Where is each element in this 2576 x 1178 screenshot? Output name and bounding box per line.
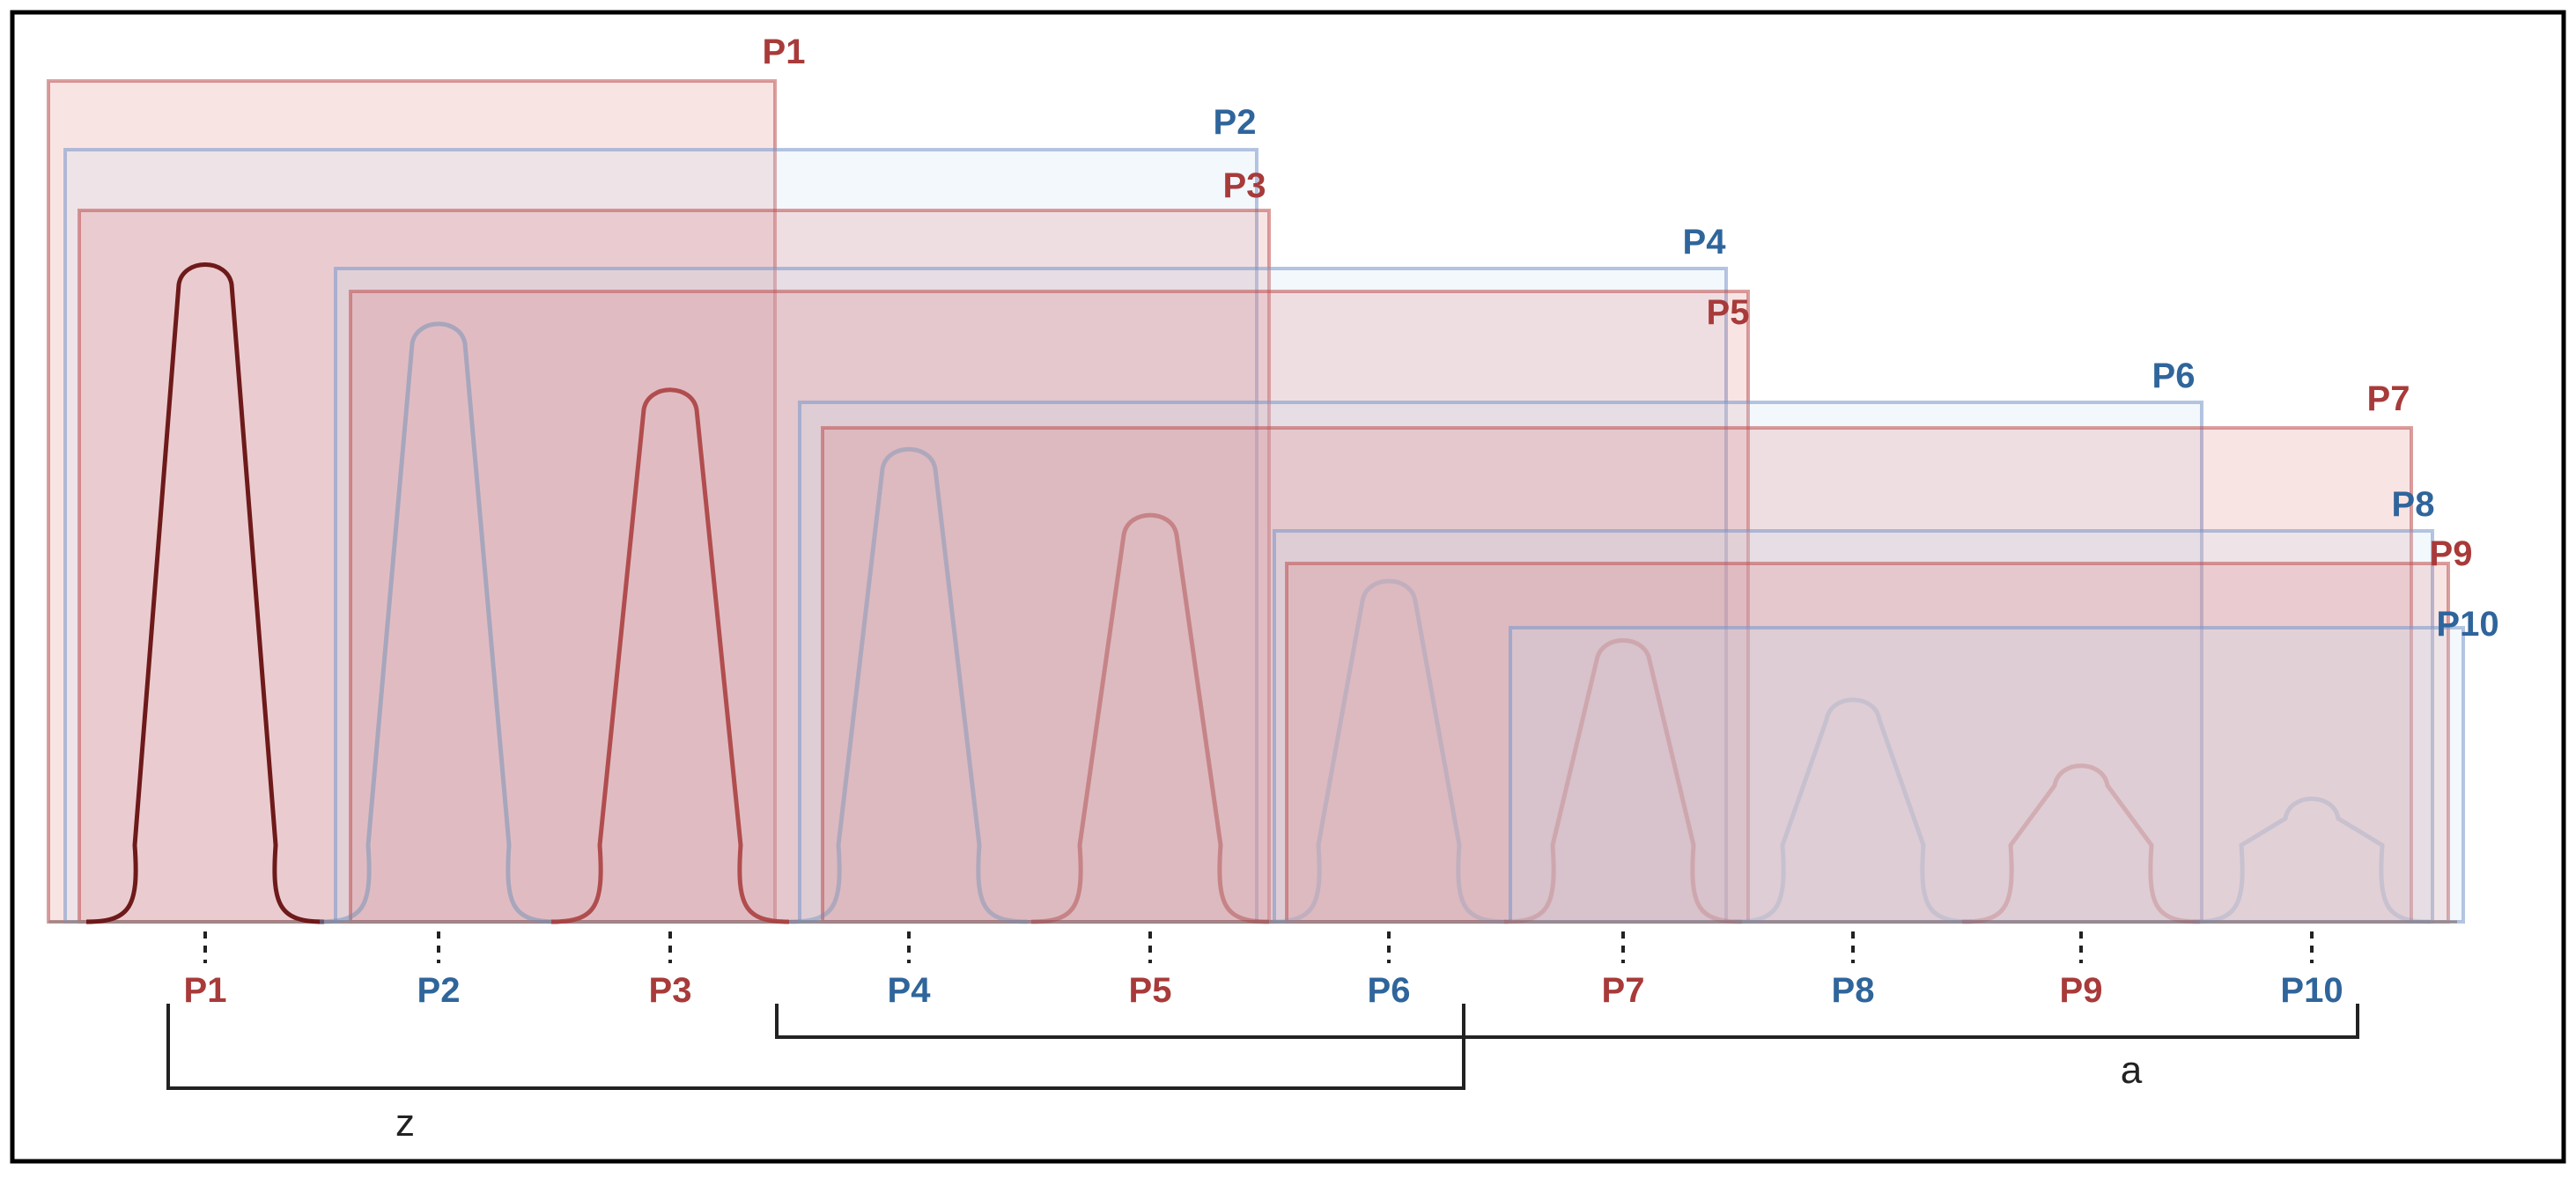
peak-labels: P1 P2 P3 P4 P5 P6 P7 P8 P9 P10 (184, 931, 2343, 1010)
peak-p9 (1961, 763, 2201, 924)
window-box-p9 (1285, 562, 2450, 924)
peak-label-p5: P5 (1129, 971, 1172, 1010)
window-box-label-p2: P2 (1214, 103, 1257, 142)
window-box-p8 (1273, 529, 2434, 924)
window-box-p10 (1509, 626, 2465, 924)
window-box-p1 (47, 79, 777, 924)
peak-p8 (1733, 697, 1973, 924)
window-box-p2 (63, 148, 1258, 924)
peak-p5 (1030, 512, 1270, 924)
window-box-label-p6: P6 (2152, 357, 2196, 395)
peak-label-p10: P10 (2280, 971, 2343, 1010)
peak-p2 (319, 321, 558, 924)
peak-label-p3: P3 (649, 971, 692, 1010)
peak-label-p8: P8 (1832, 971, 1875, 1010)
peak-label-p6: P6 (1368, 971, 1411, 1010)
window-box-label-p10: P10 (2436, 605, 2498, 644)
peaks (85, 262, 2432, 924)
peak-p6 (1269, 578, 1509, 924)
brackets: z a (166, 1004, 2359, 1145)
window-box-label-p4: P4 (1683, 223, 1727, 261)
window-box-p6 (798, 401, 2203, 924)
peak-p4 (789, 446, 1029, 924)
peak-label-p7: P7 (1602, 971, 1645, 1010)
bracket-a (775, 1004, 2359, 1039)
bracket-a-label: a (2121, 1049, 2143, 1092)
bracket-z-label: z (395, 1101, 415, 1145)
peak-label-p9: P9 (2060, 971, 2103, 1010)
window-box-label-p9: P9 (2430, 534, 2473, 573)
window-box-p4 (334, 267, 1728, 924)
peak-p10 (2192, 796, 2432, 924)
bracket-z (166, 1004, 1465, 1090)
window-box-p7 (821, 426, 2413, 924)
peak-label-p2: P2 (417, 971, 461, 1010)
peak-p3 (550, 387, 790, 924)
peak-label-p1: P1 (184, 971, 227, 1010)
outer-frame (10, 10, 2566, 1164)
window-box-label-p7: P7 (2367, 379, 2410, 418)
peak-label-p4: P4 (888, 971, 932, 1010)
window-box-label-p5: P5 (1707, 293, 1750, 332)
peak-p7 (1503, 638, 1743, 924)
window-box-label-p1: P1 (763, 33, 806, 71)
peak-p1 (85, 262, 325, 924)
window-box-label-p8: P8 (2392, 485, 2435, 524)
window-box-p3 (78, 209, 1271, 924)
window-boxes: P1 P2 P3 P4 P5 P6 P7 P8 P9 P10 (47, 33, 2499, 924)
window-box-label-p3: P3 (1223, 166, 1266, 205)
